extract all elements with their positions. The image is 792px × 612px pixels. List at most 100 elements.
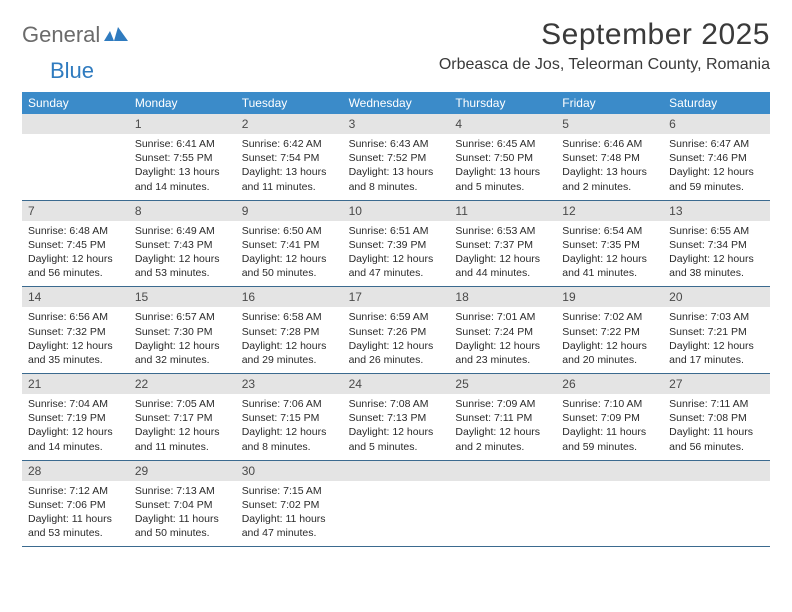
sunset-text: Sunset: 7:26 PM bbox=[349, 325, 444, 339]
day-cell bbox=[343, 461, 450, 547]
day-number: 16 bbox=[236, 287, 343, 307]
sunset-text: Sunset: 7:50 PM bbox=[455, 151, 550, 165]
day-number: 3 bbox=[343, 114, 450, 134]
sunset-text: Sunset: 7:24 PM bbox=[455, 325, 550, 339]
title-block: September 2025 Orbeasca de Jos, Teleorma… bbox=[439, 18, 770, 74]
day-cell bbox=[556, 461, 663, 547]
day-info: Sunrise: 6:48 AMSunset: 7:45 PMDaylight:… bbox=[22, 221, 129, 287]
sunrise-text: Sunrise: 7:10 AM bbox=[562, 397, 657, 411]
day-cell: 9Sunrise: 6:50 AMSunset: 7:41 PMDaylight… bbox=[236, 201, 343, 287]
day-number: 6 bbox=[663, 114, 770, 134]
month-title: September 2025 bbox=[439, 18, 770, 52]
day-number: 26 bbox=[556, 374, 663, 394]
sunrise-text: Sunrise: 6:48 AM bbox=[28, 224, 123, 238]
day-info: Sunrise: 6:51 AMSunset: 7:39 PMDaylight:… bbox=[343, 221, 450, 287]
day-info: Sunrise: 6:55 AMSunset: 7:34 PMDaylight:… bbox=[663, 221, 770, 287]
day-cell: 28Sunrise: 7:12 AMSunset: 7:06 PMDayligh… bbox=[22, 461, 129, 547]
daylight-text: Daylight: 13 hours and 2 minutes. bbox=[562, 165, 657, 193]
day-cell: 22Sunrise: 7:05 AMSunset: 7:17 PMDayligh… bbox=[129, 374, 236, 460]
day-info: Sunrise: 7:06 AMSunset: 7:15 PMDaylight:… bbox=[236, 394, 343, 460]
daylight-text: Daylight: 13 hours and 14 minutes. bbox=[135, 165, 230, 193]
day-info: Sunrise: 6:58 AMSunset: 7:28 PMDaylight:… bbox=[236, 307, 343, 373]
daylight-text: Daylight: 12 hours and 23 minutes. bbox=[455, 339, 550, 367]
day-cell: 16Sunrise: 6:58 AMSunset: 7:28 PMDayligh… bbox=[236, 287, 343, 373]
day-number: 9 bbox=[236, 201, 343, 221]
sunrise-text: Sunrise: 7:01 AM bbox=[455, 310, 550, 324]
week-row: 21Sunrise: 7:04 AMSunset: 7:19 PMDayligh… bbox=[22, 374, 770, 461]
day-number: 29 bbox=[129, 461, 236, 481]
day-cell: 26Sunrise: 7:10 AMSunset: 7:09 PMDayligh… bbox=[556, 374, 663, 460]
day-cell: 18Sunrise: 7:01 AMSunset: 7:24 PMDayligh… bbox=[449, 287, 556, 373]
sunrise-text: Sunrise: 7:15 AM bbox=[242, 484, 337, 498]
sunset-text: Sunset: 7:34 PM bbox=[669, 238, 764, 252]
day-number: 22 bbox=[129, 374, 236, 394]
daylight-text: Daylight: 12 hours and 20 minutes. bbox=[562, 339, 657, 367]
daylight-text: Daylight: 11 hours and 47 minutes. bbox=[242, 512, 337, 540]
day-info: Sunrise: 7:02 AMSunset: 7:22 PMDaylight:… bbox=[556, 307, 663, 373]
day-info: Sunrise: 6:49 AMSunset: 7:43 PMDaylight:… bbox=[129, 221, 236, 287]
day-number: 18 bbox=[449, 287, 556, 307]
sunset-text: Sunset: 7:32 PM bbox=[28, 325, 123, 339]
sunset-text: Sunset: 7:43 PM bbox=[135, 238, 230, 252]
daylight-text: Daylight: 12 hours and 56 minutes. bbox=[28, 252, 123, 280]
day-number: 5 bbox=[556, 114, 663, 134]
day-info: Sunrise: 7:08 AMSunset: 7:13 PMDaylight:… bbox=[343, 394, 450, 460]
day-cell: 3Sunrise: 6:43 AMSunset: 7:52 PMDaylight… bbox=[343, 114, 450, 200]
sunset-text: Sunset: 7:15 PM bbox=[242, 411, 337, 425]
daylight-text: Daylight: 12 hours and 17 minutes. bbox=[669, 339, 764, 367]
day-header-row: SundayMondayTuesdayWednesdayThursdayFrid… bbox=[22, 92, 770, 114]
sunset-text: Sunset: 7:04 PM bbox=[135, 498, 230, 512]
sunset-text: Sunset: 7:19 PM bbox=[28, 411, 123, 425]
day-info: Sunrise: 6:57 AMSunset: 7:30 PMDaylight:… bbox=[129, 307, 236, 373]
sunrise-text: Sunrise: 6:50 AM bbox=[242, 224, 337, 238]
day-info: Sunrise: 7:01 AMSunset: 7:24 PMDaylight:… bbox=[449, 307, 556, 373]
day-number: 25 bbox=[449, 374, 556, 394]
day-cell: 19Sunrise: 7:02 AMSunset: 7:22 PMDayligh… bbox=[556, 287, 663, 373]
sunrise-text: Sunrise: 6:41 AM bbox=[135, 137, 230, 151]
daylight-text: Daylight: 12 hours and 41 minutes. bbox=[562, 252, 657, 280]
day-header-cell: Thursday bbox=[449, 92, 556, 114]
sunset-text: Sunset: 7:55 PM bbox=[135, 151, 230, 165]
day-cell: 13Sunrise: 6:55 AMSunset: 7:34 PMDayligh… bbox=[663, 201, 770, 287]
day-cell bbox=[449, 461, 556, 547]
sunset-text: Sunset: 7:52 PM bbox=[349, 151, 444, 165]
location-text: Orbeasca de Jos, Teleorman County, Roman… bbox=[439, 56, 770, 74]
sunrise-text: Sunrise: 7:05 AM bbox=[135, 397, 230, 411]
daylight-text: Daylight: 11 hours and 53 minutes. bbox=[28, 512, 123, 540]
day-number: 11 bbox=[449, 201, 556, 221]
day-info: Sunrise: 6:56 AMSunset: 7:32 PMDaylight:… bbox=[22, 307, 129, 373]
day-number: 24 bbox=[343, 374, 450, 394]
day-number: 13 bbox=[663, 201, 770, 221]
day-number: 4 bbox=[449, 114, 556, 134]
sunrise-text: Sunrise: 6:55 AM bbox=[669, 224, 764, 238]
day-number: 2 bbox=[236, 114, 343, 134]
day-info: Sunrise: 7:05 AMSunset: 7:17 PMDaylight:… bbox=[129, 394, 236, 460]
day-number: 1 bbox=[129, 114, 236, 134]
sunrise-text: Sunrise: 6:54 AM bbox=[562, 224, 657, 238]
day-number: 19 bbox=[556, 287, 663, 307]
sunset-text: Sunset: 7:30 PM bbox=[135, 325, 230, 339]
day-cell: 17Sunrise: 6:59 AMSunset: 7:26 PMDayligh… bbox=[343, 287, 450, 373]
sunset-text: Sunset: 7:39 PM bbox=[349, 238, 444, 252]
day-number: 21 bbox=[22, 374, 129, 394]
day-info: Sunrise: 6:50 AMSunset: 7:41 PMDaylight:… bbox=[236, 221, 343, 287]
day-number: 23 bbox=[236, 374, 343, 394]
day-header-cell: Friday bbox=[556, 92, 663, 114]
sunrise-text: Sunrise: 7:03 AM bbox=[669, 310, 764, 324]
sunrise-text: Sunrise: 7:09 AM bbox=[455, 397, 550, 411]
daylight-text: Daylight: 11 hours and 59 minutes. bbox=[562, 425, 657, 453]
day-cell: 1 Sunrise: 6:41 AMSunset: 7:55 PMDaylight… bbox=[129, 114, 236, 200]
day-cell: 23Sunrise: 7:06 AMSunset: 7:15 PMDayligh… bbox=[236, 374, 343, 460]
sunrise-text: Sunrise: 6:46 AM bbox=[562, 137, 657, 151]
sunrise-text: Sunrise: 7:13 AM bbox=[135, 484, 230, 498]
day-info: Sunrise: 7:15 AMSunset: 7:02 PMDaylight:… bbox=[236, 481, 343, 547]
sunset-text: Sunset: 7:28 PM bbox=[242, 325, 337, 339]
sunset-text: Sunset: 7:11 PM bbox=[455, 411, 550, 425]
day-header-cell: Wednesday bbox=[343, 92, 450, 114]
day-info: Sunrise: 6:54 AMSunset: 7:35 PMDaylight:… bbox=[556, 221, 663, 287]
day-cell: 6Sunrise: 6:47 AMSunset: 7:46 PMDaylight… bbox=[663, 114, 770, 200]
day-number: 27 bbox=[663, 374, 770, 394]
sunrise-text: Sunrise: 7:02 AM bbox=[562, 310, 657, 324]
day-info: Sunrise: 7:10 AMSunset: 7:09 PMDaylight:… bbox=[556, 394, 663, 460]
day-cell: 20Sunrise: 7:03 AMSunset: 7:21 PMDayligh… bbox=[663, 287, 770, 373]
